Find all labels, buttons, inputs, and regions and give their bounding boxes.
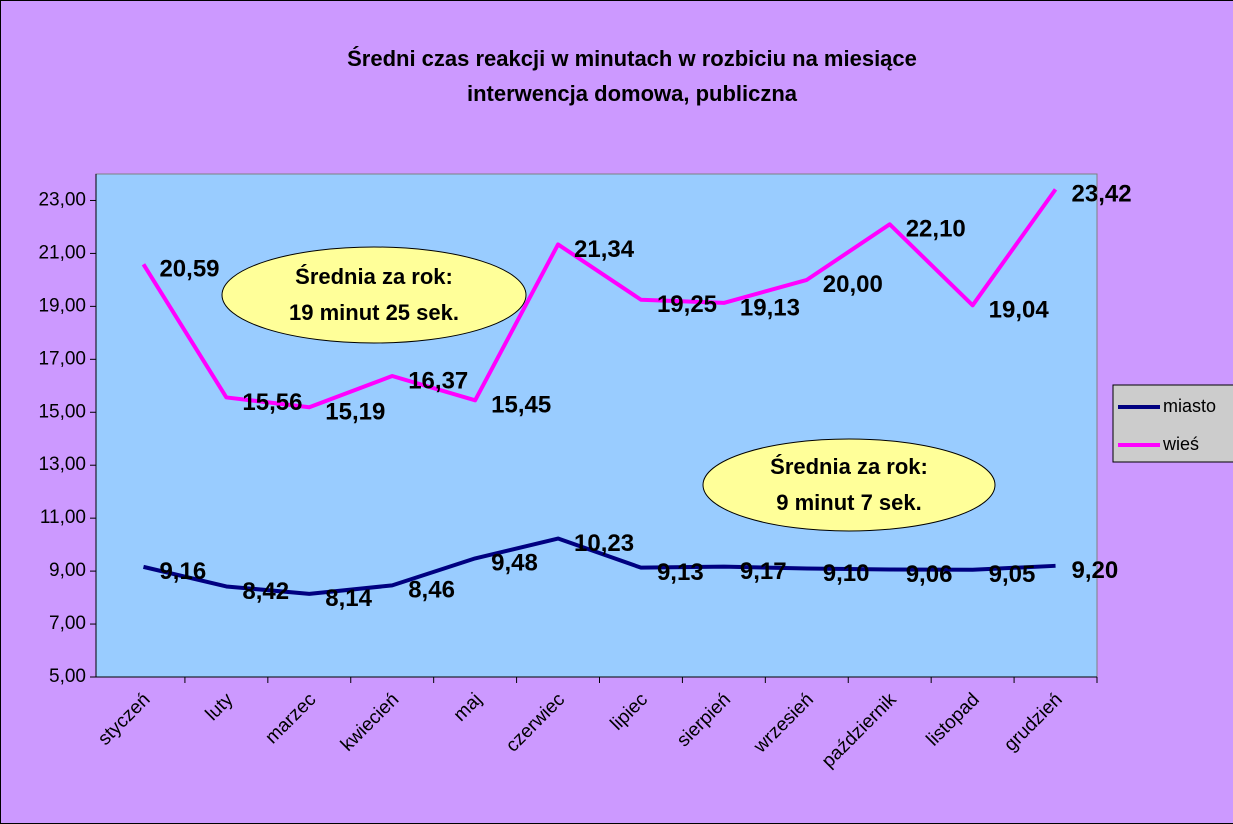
- y-tick-label: 7,00: [49, 613, 86, 634]
- data-label: 20,00: [823, 271, 883, 298]
- data-label: 9,06: [906, 561, 953, 588]
- legend: [1112, 384, 1233, 463]
- data-label: 10,23: [574, 530, 634, 557]
- data-label: 8,42: [242, 578, 289, 605]
- annotation-text: Średnia za rok:: [295, 264, 453, 289]
- data-label: 9,17: [740, 558, 787, 585]
- data-label: 9,05: [989, 561, 1036, 588]
- y-tick-label: 17,00: [38, 348, 86, 369]
- data-label: 9,20: [1072, 557, 1119, 584]
- data-label: 23,42: [1072, 181, 1132, 208]
- data-label: 15,56: [242, 389, 302, 416]
- series-line: [142, 536, 1056, 596]
- y-tick-label: 13,00: [38, 454, 86, 475]
- y-tick-label: 9,00: [49, 560, 86, 581]
- data-label: 22,10: [906, 216, 966, 243]
- annotation-text: 9 minut 7 sek.: [776, 490, 922, 515]
- data-label: 8,14: [325, 585, 372, 612]
- chart-title: Średni czas reakcji w minutach w rozbici…: [347, 46, 917, 71]
- data-label: 9,48: [491, 550, 538, 577]
- data-label: 16,37: [408, 367, 468, 394]
- annotation-bubble: [702, 438, 996, 532]
- y-tick-label: 15,00: [38, 401, 86, 422]
- data-label: 15,19: [325, 399, 385, 426]
- data-label: 21,34: [574, 236, 635, 263]
- data-label: 19,04: [989, 297, 1050, 324]
- plot-area: [95, 173, 1098, 678]
- annotation-text: 19 minut 25 sek.: [289, 300, 459, 325]
- data-label: 9,13: [657, 559, 704, 586]
- series-line: [141, 188, 1058, 410]
- data-label: 15,45: [491, 392, 551, 419]
- y-tick-label: 19,00: [38, 295, 86, 316]
- y-tick-label: 21,00: [38, 242, 86, 263]
- data-label: 8,46: [408, 577, 455, 604]
- data-label: 20,59: [159, 256, 219, 283]
- data-label: 19,13: [740, 294, 800, 321]
- y-tick-label: 23,00: [38, 189, 86, 210]
- y-tick-label: 11,00: [40, 507, 86, 528]
- data-label: 9,10: [823, 560, 870, 587]
- annotation-text: Średnia za rok:: [770, 454, 928, 479]
- legend-label: miasto: [1163, 396, 1216, 416]
- legend-label: wieś: [1162, 434, 1199, 454]
- data-label: 19,25: [657, 291, 717, 318]
- chart-title: interwencja domowa, publiczna: [467, 81, 798, 106]
- y-tick-label: 5,00: [49, 666, 86, 687]
- data-label: 9,16: [159, 558, 206, 585]
- annotation-bubble: [221, 246, 527, 344]
